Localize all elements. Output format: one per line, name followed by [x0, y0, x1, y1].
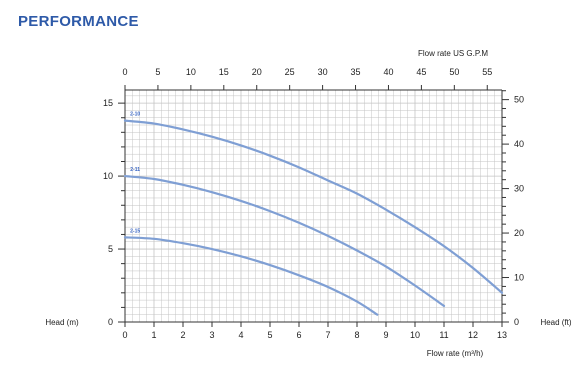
y-left-axis-title: Head (m) [45, 318, 79, 327]
chart-labels: Head (m) Head (ft) Flow rate US G.P.M Flow … [45, 49, 572, 358]
x-bottom-tick-label: 13 [497, 330, 507, 340]
x-top-tick-label: 10 [186, 67, 196, 77]
y-right-tick-label: 20 [514, 228, 524, 238]
y-right-tick-label: 50 [514, 95, 524, 105]
chart-ticks: 0 1 2 3 4 5 6 7 8 9 10 11 12 130 5 10 15 20 25 30 35 40 45 50 55… [103, 67, 524, 340]
curve-label-2-10: 2-10 [130, 112, 140, 118]
x-top-tick-label: 20 [252, 67, 262, 77]
curve-2-10 [123, 119, 504, 294]
x-bottom-tick-label: 4 [238, 330, 243, 340]
x-bottom-tick-label: 7 [325, 330, 330, 340]
x-top-tick-label: 45 [416, 67, 426, 77]
x-bottom-tick-label: 0 [122, 330, 127, 340]
x-top-tick-label: 50 [449, 67, 459, 77]
x-bottom-tick-label: 1 [151, 330, 156, 340]
y-right-axis-title: Head (ft) [540, 318, 571, 327]
y-right-tick-label: 40 [514, 139, 524, 149]
y-left-tick-label: 5 [108, 244, 113, 254]
x-top-tick-label: 15 [219, 67, 229, 77]
x-top-tick-label: 25 [285, 67, 295, 77]
x-bottom-tick-label: 9 [383, 330, 388, 340]
curve-2-11 [123, 174, 446, 308]
x-bottom-axis-title: Flow rate (m³/h) [427, 349, 484, 358]
x-bottom-tick-label: 2 [180, 330, 185, 340]
x-bottom-tick-label: 10 [410, 330, 420, 340]
y-right-tick-label: 0 [514, 317, 519, 327]
x-bottom-tick-label: 6 [296, 330, 301, 340]
chart-curves [123, 119, 504, 316]
x-top-tick-label: 5 [155, 67, 160, 77]
y-right-tick-label: 10 [514, 273, 524, 283]
x-top-tick-label: 55 [482, 67, 492, 77]
y-left-tick-label: 0 [108, 317, 113, 327]
page-title: PERFORMANCE [18, 13, 139, 30]
x-bottom-tick-label: 3 [209, 330, 214, 340]
chart-grid [124, 90, 503, 323]
y-left-tick-label: 15 [103, 98, 113, 108]
curve-label-2-15: 2-15 [130, 228, 140, 234]
y-right-tick-label: 30 [514, 184, 524, 194]
y-left-tick-label: 10 [103, 171, 113, 181]
x-bottom-tick-label: 5 [267, 330, 272, 340]
x-bottom-tick-label: 11 [439, 330, 448, 340]
x-top-tick-label: 35 [351, 67, 361, 77]
x-top-tick-label: 0 [122, 67, 127, 77]
x-top-tick-label: 30 [318, 67, 328, 77]
x-top-tick-label: 40 [383, 67, 393, 77]
curve-label-2-11: 2-11 [130, 167, 140, 173]
x-bottom-tick-label: 8 [354, 330, 359, 340]
curve-2-15 [123, 236, 379, 316]
x-top-axis-title: Flow rate US G.P.M [418, 49, 488, 58]
x-bottom-tick-label: 12 [468, 330, 478, 340]
